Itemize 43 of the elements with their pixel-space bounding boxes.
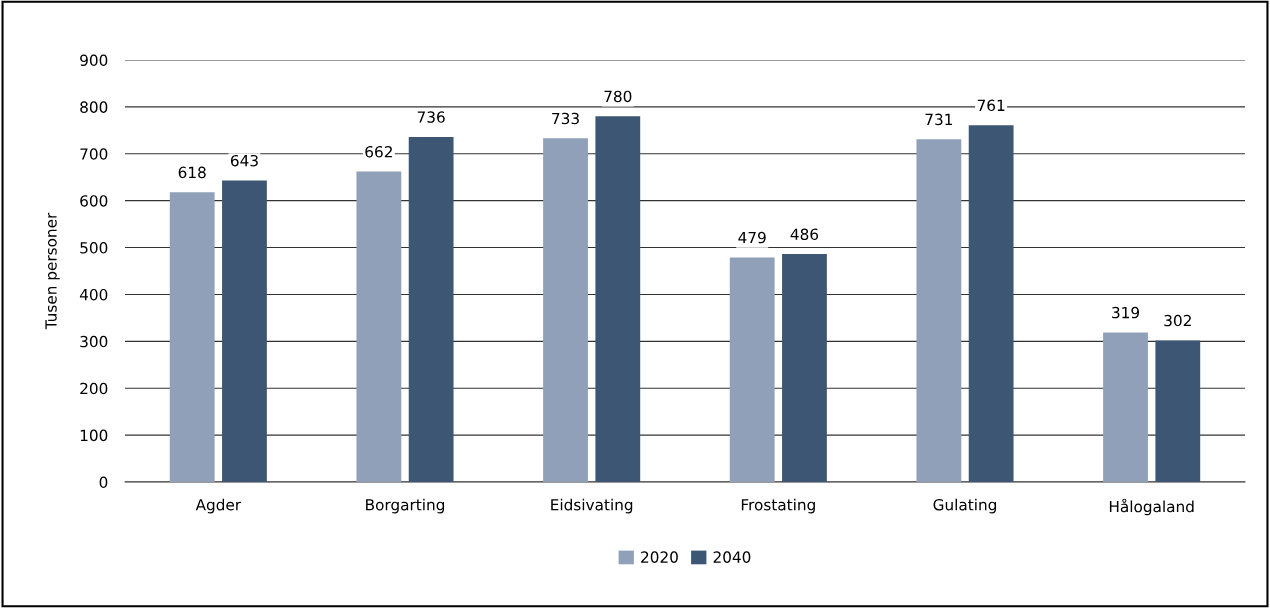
bar [408, 136, 454, 482]
y-tick-label: 700 [80, 148, 108, 160]
y-tick-label: 100 [80, 429, 108, 442]
bar [968, 125, 1014, 482]
bar [222, 180, 267, 482]
bar [1155, 340, 1201, 482]
bar [782, 254, 827, 482]
x-tick-label: Agder [195, 498, 242, 514]
data-label: 736 [417, 111, 445, 123]
y-tick-label: 600 [80, 195, 108, 207]
y-tick-label: 900 [80, 54, 108, 67]
bar [729, 257, 775, 482]
y-tick-label: 200 [80, 382, 108, 395]
data-label: 319 [1112, 306, 1140, 319]
y-tick-label: 500 [80, 242, 108, 254]
bar [916, 139, 962, 482]
x-tick-label: Hålogaland [1109, 498, 1194, 516]
data-label: 662 [365, 145, 392, 158]
data-label: 618 [178, 166, 206, 179]
x-tick-label: Frostating [741, 498, 815, 514]
data-label: 643 [230, 154, 258, 167]
x-tick-label: Borgarting [366, 498, 445, 514]
bar [356, 171, 402, 482]
data-label: 479 [738, 231, 766, 244]
data-label: 780 [604, 90, 632, 103]
bar [169, 192, 215, 482]
y-tick-label: 800 [80, 101, 108, 113]
bar [1103, 332, 1148, 482]
data-label: 731 [925, 113, 953, 126]
legend-label: 2020 [641, 551, 678, 563]
data-label: 302 [1164, 314, 1191, 327]
bar [543, 138, 588, 482]
data-label: 486 [790, 228, 819, 241]
data-label: 761 [977, 99, 1005, 112]
legend-label: 2040 [713, 551, 751, 563]
data-label: 733 [552, 112, 579, 125]
x-tick-label: Gulating [933, 498, 996, 514]
x-tick-label: Eidsivating [551, 498, 633, 514]
y-axis-title: Tusen personer [45, 212, 60, 330]
y-tick-label: 300 [80, 335, 108, 348]
y-tick-label: 400 [79, 288, 108, 301]
y-tick-label: 0 [99, 476, 108, 489]
bar [595, 116, 641, 482]
